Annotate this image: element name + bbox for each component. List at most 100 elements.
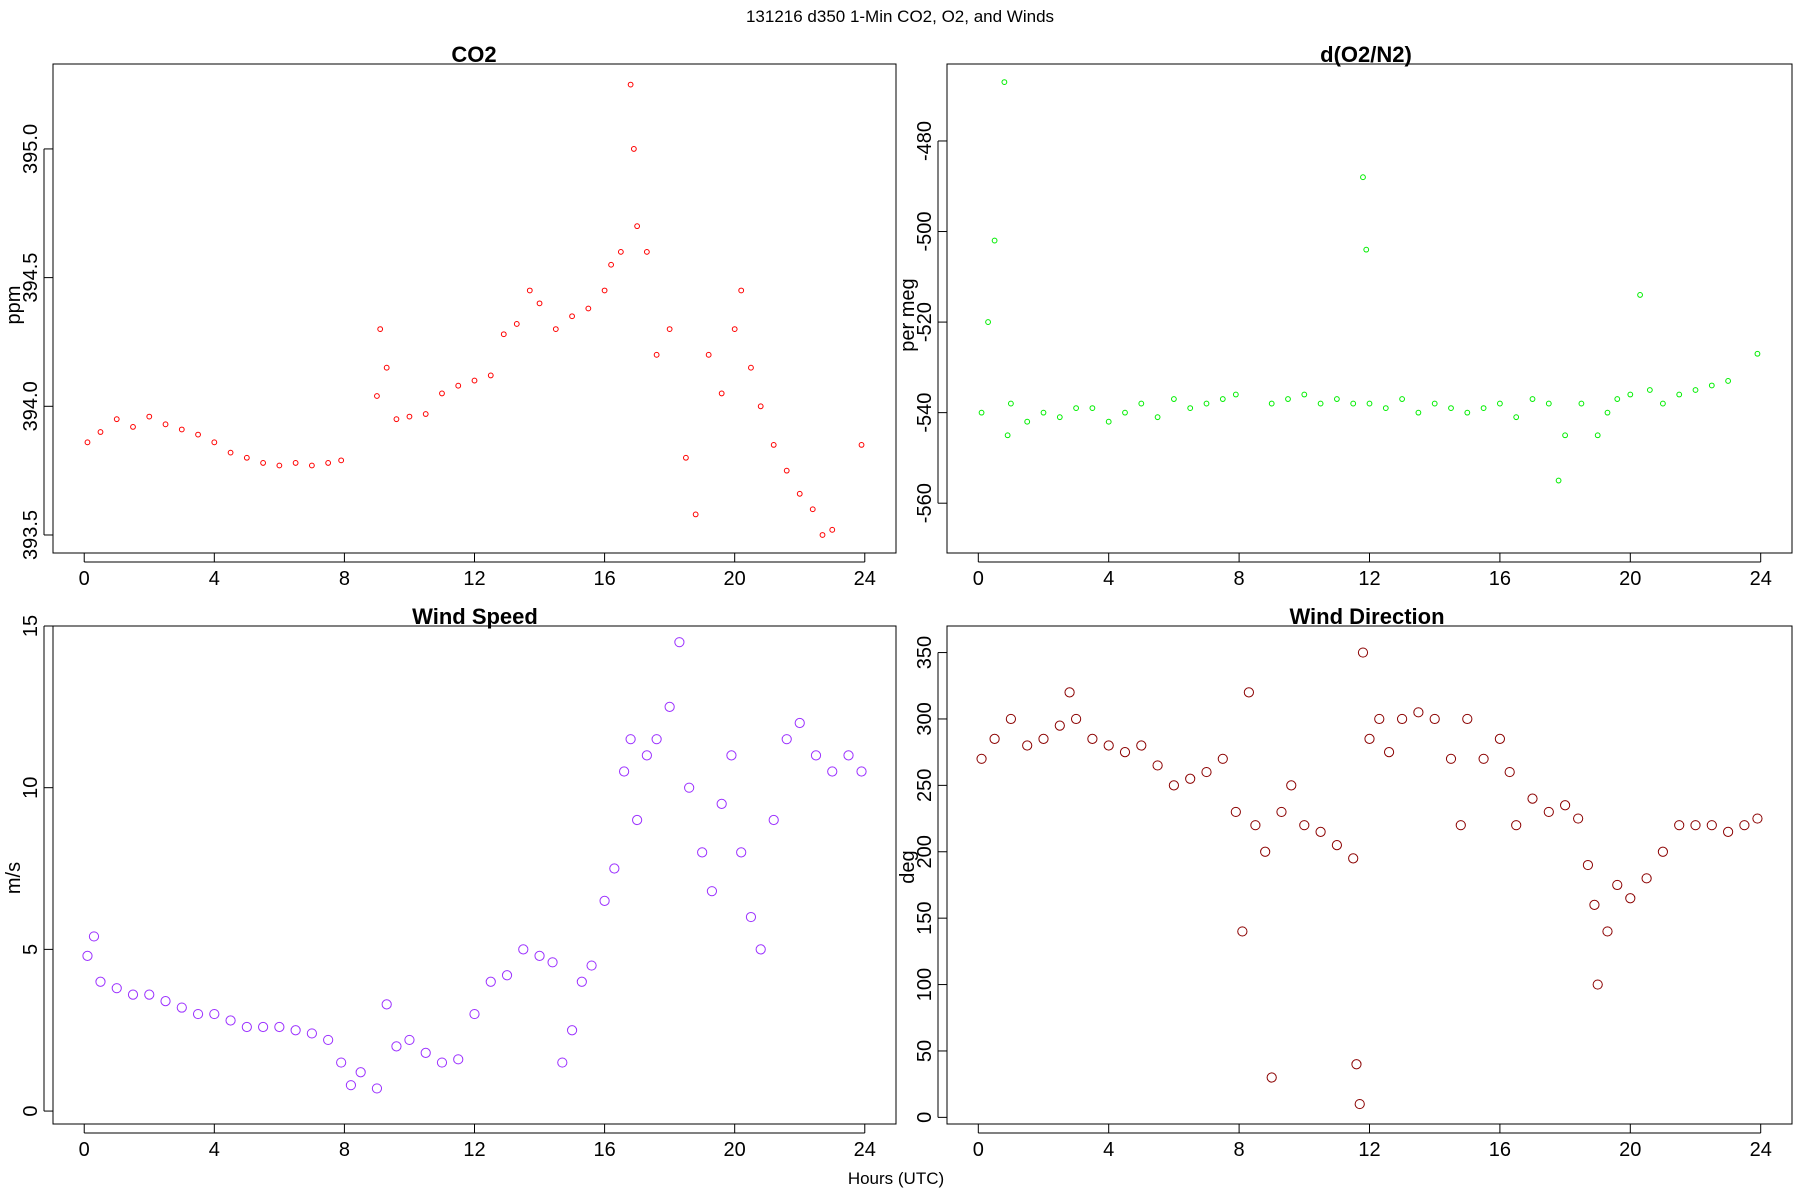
panel-co2-frame [52, 63, 897, 554]
panel-o2n2-point [1105, 418, 1112, 425]
panel-wind-speed: Wind Speed m/s [3, 604, 538, 894]
panel-wind-speed-point [619, 766, 630, 777]
panel-o2n2-point [1529, 396, 1536, 402]
panel-wind-direction-point [1752, 813, 1763, 824]
panel-o2n2-point [1545, 400, 1552, 407]
panel-o2n2-point [1056, 414, 1063, 421]
panel-co2-point [536, 300, 543, 307]
panel-wind-speed-point [586, 960, 597, 971]
panel-wind-direction-point [1331, 840, 1342, 851]
panel-o2n2-point [1708, 382, 1715, 389]
panel-wind-direction-xtick-label: 8 [1234, 1139, 1245, 1161]
panel-wind-speed-point [192, 1008, 204, 1020]
panel-wind-direction-point [1573, 813, 1584, 824]
panel-wind-speed-point [345, 1080, 357, 1091]
panel-co2-ytick-label: 393.5 [20, 510, 42, 560]
panel-co2-point [195, 431, 201, 438]
panel-wind-direction-point [1589, 899, 1600, 910]
panel-wind-direction-point [1706, 820, 1717, 831]
panel-o2n2-point [1350, 400, 1357, 407]
panel-co2-point [770, 442, 777, 448]
panel-o2n2-point [1594, 432, 1601, 439]
panel-co2-point [325, 460, 332, 466]
panel-wind-speed-point [436, 1057, 448, 1068]
panel-wind-speed-point [257, 1021, 269, 1033]
panel-o2n2-ytick-label: -480 [914, 121, 936, 161]
panel-wind-speed-point [518, 944, 529, 955]
panel-co2-ytick-label: 394.5 [20, 253, 42, 303]
panel-wind-direction: Wind Direction deg [897, 604, 1445, 884]
panel-o2n2-point [1187, 405, 1194, 412]
panel-o2n2-point [1578, 400, 1585, 407]
panel-wind-speed-point [144, 989, 155, 1000]
panel-co2-point [630, 146, 637, 152]
panel-wind-direction-ytick-label: 250 [914, 769, 936, 802]
panel-wind-direction-point [1354, 1098, 1365, 1110]
panel-wind-direction-point [1625, 893, 1636, 904]
panel-wind-speed-point [469, 1008, 480, 1020]
panel-o2n2-point [1562, 432, 1569, 439]
panel-o2n2-point [991, 237, 998, 244]
panel-o2n2-point [1004, 432, 1011, 439]
panel-wind-speed-point [664, 701, 675, 712]
panel-wind-direction-point [1364, 733, 1375, 744]
panel-co2-point [260, 460, 266, 466]
panel-wind-direction-title: Wind Direction [1289, 604, 1444, 629]
panel-co2-point [227, 449, 234, 456]
panel-wind-direction-point [1286, 780, 1297, 791]
panel-wind-speed-point [566, 1025, 578, 1036]
panel-co2-point [738, 287, 745, 294]
panel-wind-direction-xtick-label: 20 [1619, 1139, 1641, 1161]
panel-co2-point [471, 377, 478, 384]
panel-co2-point [146, 413, 153, 420]
panel-co2-point [439, 390, 445, 397]
panel-wind-direction-point [1397, 713, 1408, 725]
panel-wind-speed-point [856, 766, 867, 777]
panel-wind-speed-point [745, 911, 757, 923]
panel-o2n2-point [1001, 79, 1008, 86]
panel-co2-point [84, 439, 91, 446]
panel-co2-point [393, 416, 400, 423]
panel-o2n2-point [1363, 246, 1370, 253]
panel-co2-point [757, 403, 764, 410]
panel-wind-direction-xtick-label: 16 [1489, 1139, 1511, 1161]
panel-co2-point [653, 351, 660, 358]
panel-wind-direction-point [1543, 806, 1554, 818]
panel-o2n2-point [1448, 405, 1454, 412]
panel-wind-direction-point [1739, 820, 1750, 831]
panel-co2-ytick-label: 394.0 [20, 381, 42, 431]
panel-o2n2-ytick-label: -560 [914, 483, 936, 523]
panel-co2-point [377, 326, 384, 332]
panel-co2-point [292, 460, 299, 466]
panel-wind-direction-point [1504, 766, 1515, 778]
panel-wind-speed-ytick-label: 10 [20, 777, 42, 799]
panel-wind-direction-point [1455, 820, 1466, 831]
panel-co2-ytick-label: 395.0 [20, 124, 42, 174]
panel-o2n2-frame [946, 63, 1793, 554]
panel-co2-point [308, 462, 315, 469]
panel-co2-point [422, 411, 429, 417]
panel-o2n2-point [1203, 400, 1210, 407]
panel-o2n2-point [1614, 396, 1621, 402]
panel-o2n2-point [1232, 391, 1239, 398]
panel-o2n2-point [1317, 400, 1324, 407]
panel-o2n2-xtick-label: 4 [1103, 568, 1114, 590]
panel-wind-speed-point [827, 766, 838, 777]
panel-wind-direction-ytick-label: 150 [914, 901, 936, 934]
panel-wind-direction-point [1064, 687, 1075, 698]
panel-wind-direction-point [1494, 733, 1506, 744]
panel-co2-point [243, 454, 250, 461]
panel-wind-speed-point [625, 734, 636, 745]
panel-wind-speed-xtick-label: 8 [339, 1139, 350, 1161]
panel-co2-point [513, 321, 520, 327]
panel-wind-direction-point [1582, 859, 1594, 871]
panel-wind-direction-point [1641, 873, 1652, 884]
panel-o2n2-point [1268, 400, 1275, 407]
panel-wind-speed-point [404, 1034, 415, 1046]
panel-co2-point [692, 511, 699, 518]
panel-wind-speed-point [716, 798, 727, 809]
panel-wind-direction-point [1445, 753, 1457, 764]
panel-co2-point [97, 429, 104, 435]
panel-wind-direction-point [1260, 846, 1271, 857]
panel-wind-direction-point [1511, 820, 1522, 831]
